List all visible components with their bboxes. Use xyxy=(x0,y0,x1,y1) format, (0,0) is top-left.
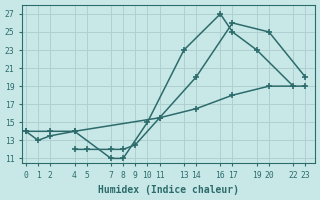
X-axis label: Humidex (Indice chaleur): Humidex (Indice chaleur) xyxy=(98,185,239,195)
